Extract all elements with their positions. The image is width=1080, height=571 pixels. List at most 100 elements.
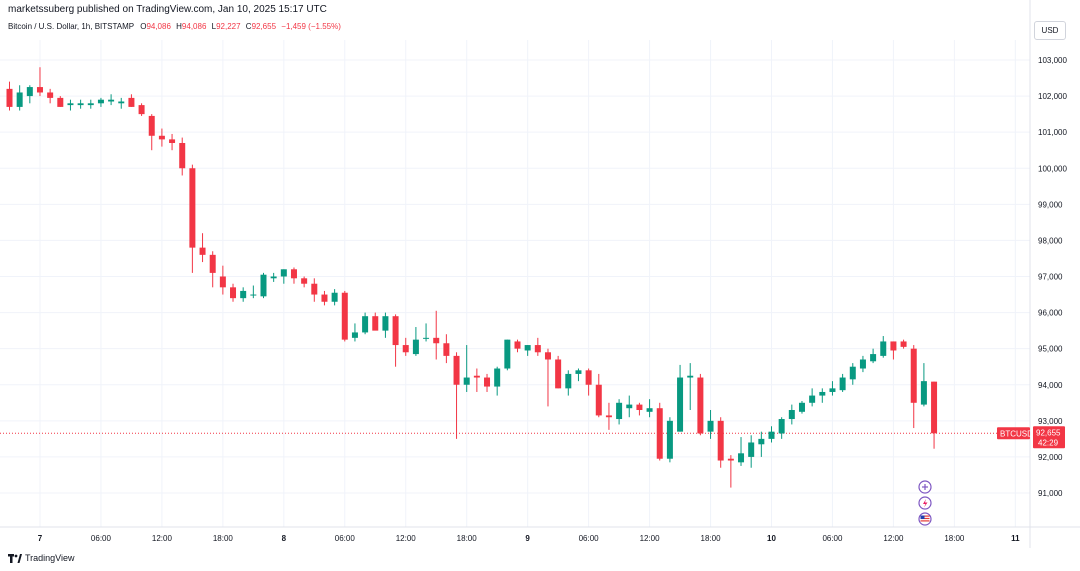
- footer-brand[interactable]: TradingView: [8, 553, 75, 563]
- price-tick-label: 103,000: [1038, 56, 1067, 65]
- time-tick-label: 18:00: [457, 534, 478, 543]
- candle-body: [341, 292, 348, 340]
- candle: [778, 417, 785, 439]
- candle: [616, 399, 623, 425]
- time-tick-label: 06:00: [91, 534, 112, 543]
- candle-body: [57, 97, 64, 107]
- candle-body: [829, 388, 836, 392]
- candle-body: [870, 354, 877, 362]
- candle-body: [219, 276, 226, 288]
- bar-countdown: 42:29: [1038, 438, 1059, 447]
- time-tick-label: 9: [525, 534, 530, 543]
- low-label: L: [211, 22, 217, 31]
- candle: [484, 373, 491, 392]
- candle-body: [484, 377, 491, 387]
- candle-body: [433, 337, 440, 344]
- time-tick-label: 12:00: [396, 534, 417, 543]
- candle-body: [250, 294, 257, 296]
- candle-body: [697, 377, 704, 434]
- candle-body: [321, 294, 328, 302]
- candle: [301, 276, 308, 288]
- candle-body: [372, 316, 379, 331]
- currency-button[interactable]: USD: [1034, 21, 1066, 40]
- candle-body: [778, 419, 785, 434]
- candle: [118, 97, 125, 109]
- candle: [677, 364, 684, 432]
- candle-body: [626, 404, 633, 409]
- candle-body: [270, 276, 277, 279]
- candle-body: [158, 135, 165, 140]
- price-tick-label: 97,000: [1038, 273, 1063, 282]
- candle-body: [97, 99, 104, 104]
- candle-body: [798, 402, 805, 412]
- candle-body: [382, 316, 389, 331]
- candle: [900, 339, 907, 349]
- candle: [331, 289, 338, 306]
- time-tick-label: 06:00: [822, 534, 843, 543]
- time-tick-label: 18:00: [213, 534, 234, 543]
- price-tick-label: 102,000: [1038, 92, 1067, 101]
- candle: [859, 355, 866, 373]
- candle-body: [931, 381, 938, 434]
- price-tick-label: 96,000: [1038, 309, 1063, 318]
- candle: [280, 269, 287, 284]
- candle: [341, 290, 348, 342]
- candle-body: [402, 345, 409, 353]
- candle: [260, 272, 267, 299]
- candle: [555, 355, 562, 389]
- candle-body: [331, 292, 338, 302]
- candle: [687, 363, 694, 411]
- lightning-event-icon[interactable]: [918, 496, 932, 510]
- candle-body: [514, 341, 521, 349]
- price-tick-label: 95,000: [1038, 345, 1063, 354]
- candle-body: [656, 408, 663, 459]
- price-tick-label: 92,000: [1038, 453, 1063, 462]
- candle: [423, 323, 430, 342]
- candle-body: [199, 247, 206, 255]
- candle: [595, 373, 602, 418]
- candle: [666, 417, 673, 463]
- candle-body: [311, 283, 318, 295]
- last-price-symbol-box: [997, 427, 1030, 440]
- candle-body: [301, 278, 308, 284]
- time-tick-label: 12:00: [883, 534, 904, 543]
- candle: [758, 431, 765, 457]
- plus-event-icon[interactable]: [918, 480, 932, 494]
- candle: [463, 345, 470, 392]
- candle: [311, 278, 318, 302]
- candle-body: [565, 373, 572, 389]
- candle: [26, 85, 33, 104]
- candle: [108, 94, 115, 106]
- candle: [36, 67, 43, 97]
- candle-body: [809, 395, 816, 403]
- candle-body: [240, 290, 247, 299]
- candle-body: [423, 337, 430, 339]
- time-tick-label: 06:00: [579, 534, 600, 543]
- candle: [788, 404, 795, 425]
- candle: [382, 312, 389, 338]
- candle: [138, 103, 145, 116]
- us-flag-event-icon[interactable]: [918, 512, 932, 526]
- low-value: 92,227: [216, 22, 241, 31]
- candle: [158, 128, 165, 147]
- candle: [585, 368, 592, 396]
- candle-body: [738, 453, 745, 463]
- candle: [707, 410, 714, 439]
- candle: [697, 373, 704, 436]
- candle: [890, 341, 897, 360]
- candle: [230, 283, 237, 302]
- candle: [849, 363, 856, 385]
- candle-body: [108, 99, 115, 102]
- candle: [646, 399, 653, 418]
- close-label: C: [245, 22, 252, 31]
- candle: [809, 388, 816, 407]
- price-tick-label: 101,000: [1038, 128, 1067, 137]
- candle-body: [47, 92, 54, 98]
- candle-body: [616, 402, 623, 420]
- candle-body: [666, 420, 673, 459]
- candle-body: [443, 343, 450, 356]
- candle: [514, 339, 521, 353]
- candle: [351, 323, 358, 342]
- candle: [199, 233, 206, 263]
